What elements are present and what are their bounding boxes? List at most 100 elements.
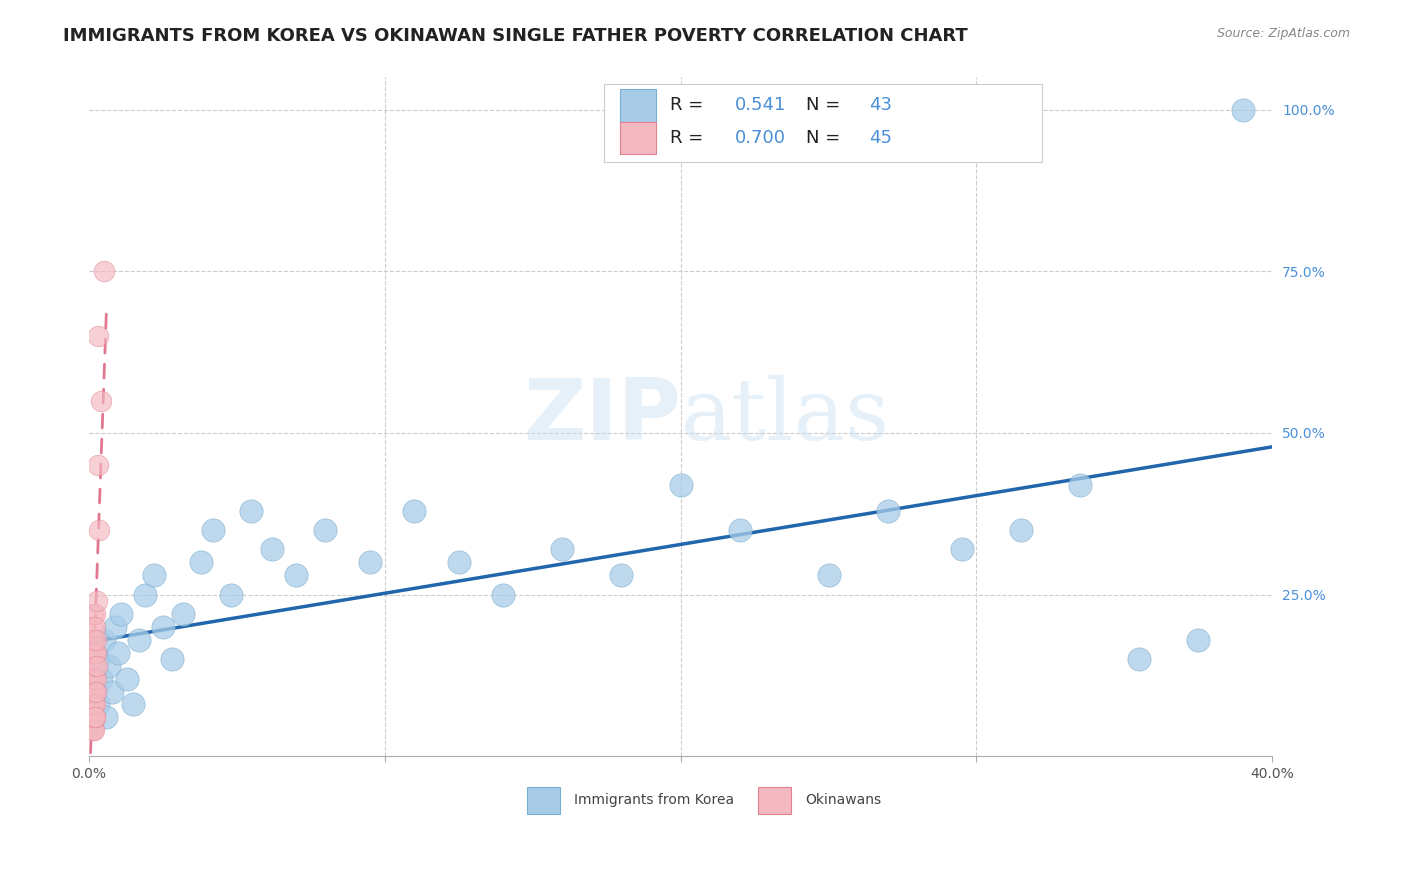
Point <box>86 658 108 673</box>
Point <box>122 698 145 712</box>
Point <box>1128 652 1150 666</box>
Point <box>87 523 110 537</box>
Point <box>551 542 574 557</box>
Point <box>262 542 284 557</box>
Point <box>96 710 118 724</box>
Point <box>79 672 101 686</box>
Point <box>82 698 104 712</box>
Point <box>83 684 105 698</box>
Point <box>83 684 105 698</box>
Point <box>80 632 103 647</box>
Point <box>83 672 105 686</box>
Point <box>84 672 107 686</box>
Text: ZIP: ZIP <box>523 376 681 458</box>
Point <box>728 523 751 537</box>
Point <box>79 716 101 731</box>
Point <box>79 698 101 712</box>
Point <box>82 607 104 621</box>
Point <box>83 710 105 724</box>
Point <box>152 620 174 634</box>
Point <box>83 607 105 621</box>
Text: R =: R = <box>669 128 709 147</box>
Point <box>202 523 225 537</box>
Point <box>817 568 839 582</box>
Point <box>314 523 336 537</box>
Point <box>107 646 129 660</box>
Point <box>240 503 263 517</box>
FancyBboxPatch shape <box>603 84 1042 162</box>
Point <box>80 652 103 666</box>
Bar <box>758 787 790 814</box>
Point <box>93 264 115 278</box>
Point <box>86 698 108 712</box>
Point <box>1232 103 1254 117</box>
Point <box>84 658 107 673</box>
Point <box>83 698 105 712</box>
Text: Okinawans: Okinawans <box>804 793 882 807</box>
Point <box>115 672 138 686</box>
Point <box>142 568 165 582</box>
Point <box>84 710 107 724</box>
Point <box>93 632 115 647</box>
Text: 43: 43 <box>869 96 891 114</box>
Point <box>83 710 105 724</box>
Point <box>1187 632 1209 647</box>
Point <box>98 658 121 673</box>
Point <box>83 632 105 647</box>
Point <box>110 607 132 621</box>
Point <box>82 646 104 660</box>
Point <box>87 458 110 473</box>
Text: N =: N = <box>806 96 846 114</box>
Bar <box>620 89 655 121</box>
Point <box>80 723 103 738</box>
Point <box>172 607 194 621</box>
Text: 0.700: 0.700 <box>735 128 786 147</box>
Point <box>101 684 124 698</box>
Text: IMMIGRANTS FROM KOREA VS OKINAWAN SINGLE FATHER POVERTY CORRELATION CHART: IMMIGRANTS FROM KOREA VS OKINAWAN SINGLE… <box>63 27 967 45</box>
Point <box>1010 523 1032 537</box>
Point <box>80 684 103 698</box>
Point <box>84 620 107 634</box>
Point <box>86 329 108 343</box>
Text: Source: ZipAtlas.com: Source: ZipAtlas.com <box>1216 27 1350 40</box>
Point <box>1069 477 1091 491</box>
Point <box>80 716 103 731</box>
Point <box>80 710 103 724</box>
Text: 0.541: 0.541 <box>735 96 786 114</box>
Point <box>82 723 104 738</box>
Bar <box>527 787 560 814</box>
Point <box>90 393 112 408</box>
Point <box>82 684 104 698</box>
Point <box>190 555 212 569</box>
Text: N =: N = <box>806 128 846 147</box>
Bar <box>620 121 655 154</box>
Point <box>82 710 104 724</box>
Point <box>134 588 156 602</box>
Point <box>128 632 150 647</box>
Point <box>86 632 108 647</box>
Text: 45: 45 <box>869 128 891 147</box>
Point <box>950 542 973 557</box>
Point <box>160 652 183 666</box>
Point <box>359 555 381 569</box>
Text: R =: R = <box>669 96 709 114</box>
Point <box>284 568 307 582</box>
Text: atlas: atlas <box>681 376 890 458</box>
Point <box>84 646 107 660</box>
Point <box>83 723 105 738</box>
Point <box>876 503 898 517</box>
Point <box>610 568 633 582</box>
Point <box>84 684 107 698</box>
Point <box>492 588 515 602</box>
Point <box>86 594 108 608</box>
Point <box>82 710 104 724</box>
Point <box>82 698 104 712</box>
Point <box>669 477 692 491</box>
Point <box>82 620 104 634</box>
Point <box>104 620 127 634</box>
Point <box>80 698 103 712</box>
Point <box>86 652 108 666</box>
Point <box>219 588 242 602</box>
Point <box>447 555 470 569</box>
Point <box>83 684 105 698</box>
